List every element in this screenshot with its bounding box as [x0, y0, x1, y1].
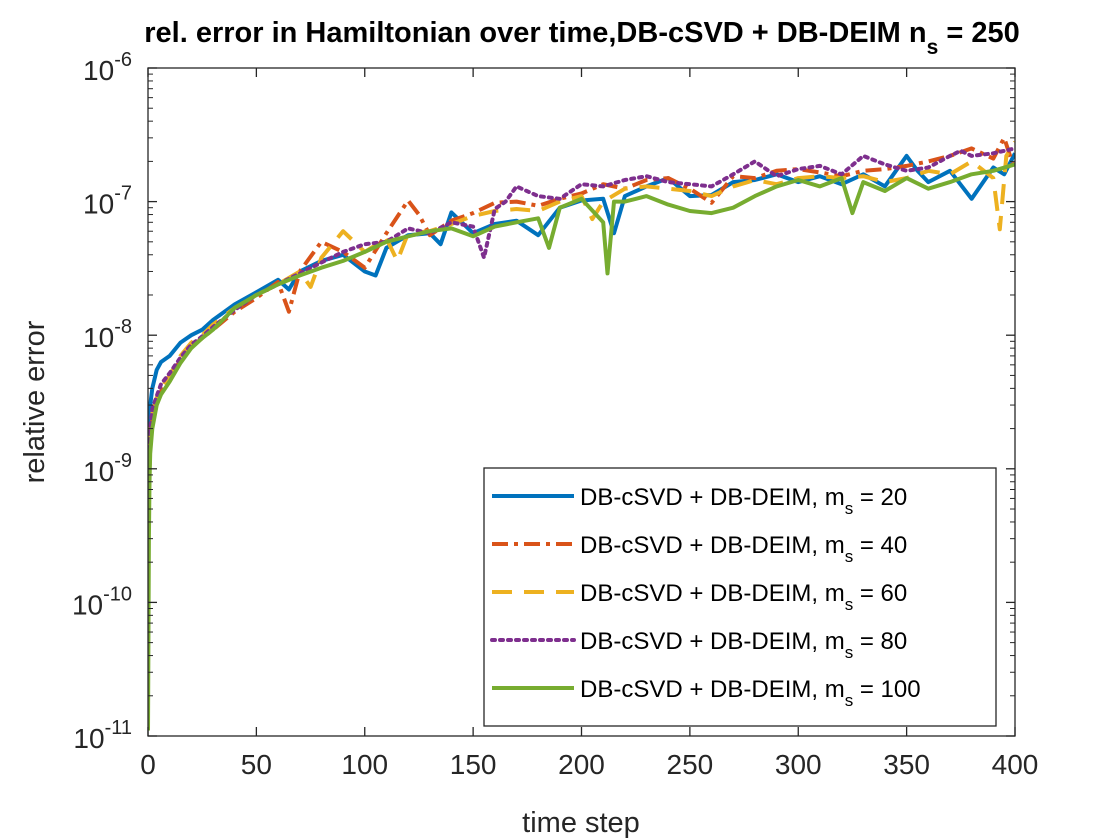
x-tick-label: 100	[341, 749, 388, 780]
x-tick-label: 300	[775, 749, 822, 780]
x-tick-label: 0	[140, 749, 156, 780]
legend-box	[483, 467, 997, 727]
y-tick-label: 10-10	[72, 583, 132, 620]
series-line-4	[148, 146, 1015, 524]
x-axis-label: time step	[522, 807, 640, 839]
x-tick-label: 150	[450, 749, 497, 780]
legend-label-5: DB-cSVD + DB-DEIM, ms = 100	[580, 676, 921, 710]
y-axis: 10-11 10-10 10-9 10-8 10-7 10-6	[72, 49, 1015, 754]
x-tick-label: 400	[992, 749, 1039, 780]
series-line-5	[148, 162, 1015, 731]
y-tick-label: 10-8	[83, 316, 132, 353]
x-axis: 0 50 100 150 200 250 300 350 400	[140, 68, 1038, 780]
x-tick-label: 50	[241, 749, 272, 780]
x-tick-label: 350	[883, 749, 930, 780]
series-layer	[148, 135, 1015, 731]
chart-title: rel. error in Hamiltonian over time,DB-c…	[144, 17, 1019, 59]
y-tick-label: 10-7	[83, 183, 132, 220]
x-tick-label: 250	[667, 749, 714, 780]
y-tick-label: 10-11	[73, 717, 132, 754]
legend: DB-cSVD + DB-DEIM, ms = 20 DB-cSVD + DB-D…	[483, 467, 997, 727]
y-tick-label: 10-9	[83, 450, 132, 487]
x-tick-label: 200	[558, 749, 605, 780]
y-axis-label: relative error	[19, 320, 51, 483]
legend-label-1: DB-cSVD + DB-DEIM, ms = 20	[580, 484, 907, 518]
legend-label-4: DB-cSVD + DB-DEIM, ms = 80	[580, 628, 907, 662]
legend-label-2: DB-cSVD + DB-DEIM, ms = 40	[580, 532, 907, 566]
legend-label-3: DB-cSVD + DB-DEIM, ms = 60	[580, 580, 907, 614]
y-tick-label: 10-6	[83, 49, 132, 86]
